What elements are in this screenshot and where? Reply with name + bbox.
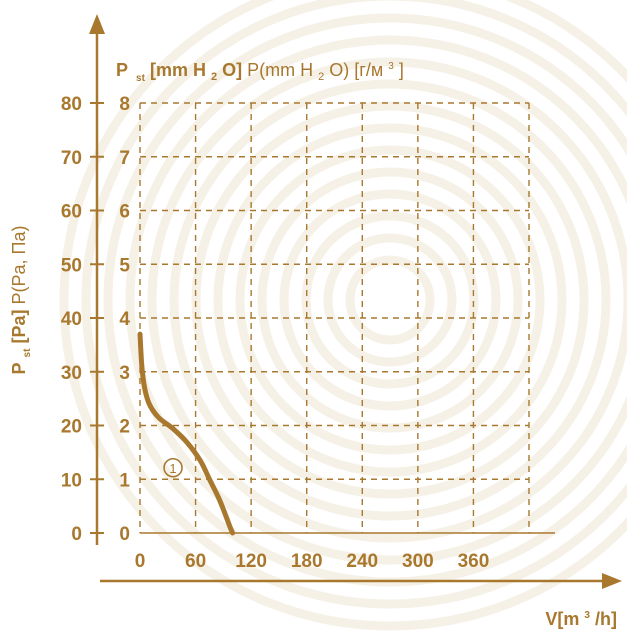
x-tick-label: 120 <box>235 551 267 572</box>
top-label-bold-p: P <box>116 60 128 80</box>
y-tick-label-pa: 30 <box>61 363 82 384</box>
x-tick-label: 300 <box>402 551 434 572</box>
watermark-ring <box>169 79 611 521</box>
y-label-bold-p: P <box>9 362 29 374</box>
watermark-ring <box>323 233 457 367</box>
x-label-sup: 3 <box>584 610 590 621</box>
x-axis-label: V[m 3 /h] <box>545 602 617 629</box>
grid-lines <box>139 102 530 533</box>
watermark-ring <box>257 167 523 433</box>
watermark-ring <box>235 145 545 455</box>
watermark-ring <box>301 211 479 389</box>
watermark-background <box>59 0 627 631</box>
y-tick-label-mm: 0 <box>119 524 130 545</box>
series-curve <box>137 331 236 536</box>
y-tick-label-pa: 20 <box>61 417 82 438</box>
axis-labels: P st [Pa] P(Pa, Па) P st [mm H 2 O] P(mm… <box>9 53 617 629</box>
watermark-ring <box>191 101 589 499</box>
y-tick-label-mm: 5 <box>119 255 130 276</box>
x-axis-arrow <box>602 573 622 589</box>
top-label-bold-sub: st <box>136 73 146 84</box>
top-label-normal-a: P(mm H <box>247 60 313 80</box>
y-tick-label-pa: 0 <box>71 524 82 545</box>
top-label-normal-b: O) [г/м <box>329 60 383 80</box>
y-tick-label-pa: 50 <box>61 255 82 276</box>
y-axis-label-left: P st [Pa] P(Pa, Па) <box>9 226 34 375</box>
axes <box>89 14 622 589</box>
top-label-bold-unit-sub: 2 <box>211 71 217 83</box>
y-axis-arrow <box>89 14 105 34</box>
top-label-bold-unit-a: [mm H <box>150 60 206 80</box>
y-tick-label-pa: 10 <box>61 470 82 491</box>
y-tick-label-mm: 4 <box>119 309 130 330</box>
watermark-ring <box>81 0 627 609</box>
y-label-normal: P(Pa, Па) <box>9 226 29 305</box>
y-tick-label-pa: 60 <box>61 202 82 223</box>
y-label-bold-unit: [Pa] <box>9 310 29 344</box>
series-label-circle <box>163 457 183 478</box>
y-tick-label-pa: 40 <box>61 309 82 330</box>
top-label-normal-c: ] <box>399 60 404 80</box>
y-label-sub: st <box>22 348 33 358</box>
plot-area: 1 <box>137 331 236 536</box>
watermark-ring <box>125 35 627 565</box>
top-label-normal-sup: 3 <box>388 61 394 72</box>
watermark-ring <box>279 189 501 411</box>
y-tick-label-pa: 80 <box>61 94 82 115</box>
y-tick-label-mm: 2 <box>119 417 130 438</box>
x-label-a: V[m <box>545 609 579 629</box>
x-tick-label: 60 <box>185 551 206 572</box>
tick-labels: 0 010 120 230 340 450 560 670 780 80 60 120 180 240 30… <box>61 94 489 572</box>
y-tick-label-mm: 3 <box>119 363 130 384</box>
top-label-normal-sub: 2 <box>318 71 324 83</box>
watermark-ring <box>213 123 567 477</box>
watermark-ring <box>345 255 435 345</box>
x-tick-label: 0 <box>135 551 146 572</box>
x-tick-label: 240 <box>346 551 378 572</box>
x-tick-label: 180 <box>291 551 323 572</box>
watermark-ring <box>147 57 627 543</box>
x-tick-label: 360 <box>458 551 490 572</box>
watermark-ring <box>59 0 627 631</box>
y-tick-label-pa: 70 <box>61 148 82 169</box>
top-label-bold-unit-b: O] <box>222 60 242 80</box>
y-tick-label-mm: 6 <box>119 202 130 223</box>
y-tick-label-mm: 7 <box>119 148 130 169</box>
y-tick-label-mm: 1 <box>119 470 130 491</box>
x-label-b: /h] <box>595 609 617 629</box>
series-label: 1 <box>169 461 176 476</box>
y-axis-label-top: P st [mm H 2 O] P(mm H 2 O) [г/м 3 ] <box>116 53 404 85</box>
y-tick-label-mm: 8 <box>119 94 130 115</box>
